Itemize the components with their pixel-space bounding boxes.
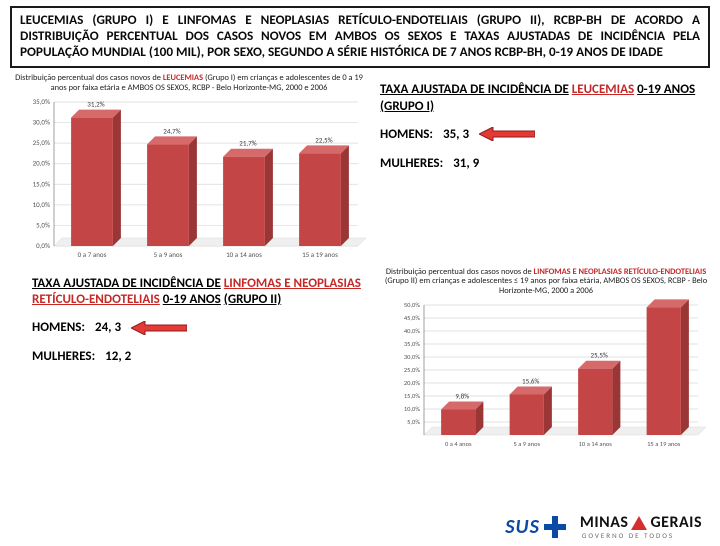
- svg-text:35,0%: 35,0%: [404, 340, 421, 348]
- chart2-container: Distribuição percentual dos casos novos …: [382, 268, 710, 453]
- top-row: Distribuição percentual dos casos novos …: [10, 72, 710, 265]
- svg-text:10 a 14 anos: 10 a 14 anos: [226, 250, 262, 259]
- info2-mulheres-value: 12, 2: [105, 349, 131, 364]
- info2-heading: TAXA AJUSTADA DE INCIDÊNCIA DE LINFOMAS …: [32, 276, 370, 309]
- info1-box: TAXA AJUSTADA DE INCIDÊNCIA DE LEUCEMIAS…: [374, 72, 710, 265]
- mg-text1: MINAS: [580, 513, 629, 532]
- info2-heading-pre: TAXA AJUSTADA DE INCIDÊNCIA DE: [32, 276, 221, 291]
- svg-text:10 a 14 anos: 10 a 14 anos: [579, 440, 613, 448]
- chart2-title: Distribuição percentual dos casos novos …: [382, 268, 710, 297]
- svg-text:15,0%: 15,0%: [33, 179, 50, 188]
- svg-text:31,2%: 31,2%: [87, 99, 104, 108]
- sus-text: SUS: [505, 515, 540, 539]
- svg-text:20,0%: 20,0%: [404, 379, 421, 387]
- chart2-title-pre: Distribuição percentual dos casos novos …: [386, 267, 532, 277]
- svg-text:20,0%: 20,0%: [33, 158, 50, 167]
- info2-heading-post: 0-19 ANOS: [163, 292, 221, 307]
- svg-text:40,0%: 40,0%: [404, 327, 421, 335]
- info2-heading-group: (GRUPO II): [224, 292, 281, 307]
- chart1-svg: 0,0% 5,0% 10,0% 15,0% 20,0% 25,0% 30,0% 35,0% 31…: [12, 96, 366, 264]
- info2-box: TAXA AJUSTADA DE INCIDÊNCIA DE LINFOMAS …: [10, 268, 376, 453]
- svg-text:15 a 19 anos: 15 a 19 anos: [302, 250, 338, 259]
- svg-text:0,0%: 0,0%: [36, 241, 50, 250]
- arrow-left-icon: [131, 321, 187, 335]
- svg-text:35,0%: 35,0%: [33, 97, 50, 106]
- info1-homens: HOMENS: 35, 3: [380, 127, 704, 142]
- chart2-svg: 5,0% 10,0% 15,0% 20,0% 25,0% 30,0% 35,0% 40,0% 4…: [382, 299, 706, 453]
- svg-text:5 a 9 anos: 5 a 9 anos: [154, 250, 183, 259]
- info1-mulheres-value: 31, 9: [453, 156, 479, 171]
- chart1-container: Distribuição percentual dos casos novos …: [10, 72, 368, 265]
- info1-heading-pre: TAXA AJUSTADA DE INCIDÊNCIA DE: [380, 82, 569, 97]
- minas-gerais-logo: MINAS GERAIS GOVERNO DE TODOS: [580, 513, 702, 540]
- header-text: LEUCEMIAS (GRUPO I) E LINFOMAS E NEOPLAS…: [20, 11, 700, 60]
- info1-heading-group: (GRUPO I): [380, 99, 434, 114]
- arrow-left-icon: [479, 127, 535, 141]
- info2-homens-label: HOMENS:: [32, 320, 85, 335]
- svg-text:15,0%: 15,0%: [404, 392, 421, 400]
- svg-text:45,0%: 45,0%: [404, 314, 421, 322]
- svg-text:22,5%: 22,5%: [315, 135, 332, 144]
- svg-text:0 a 4 anos: 0 a 4 anos: [445, 440, 472, 448]
- triangle-icon: [631, 516, 647, 530]
- chart2-title-hl: LINFOMAS E NEOPLASIAS RETÍCULO-ENDOTELIA…: [534, 267, 707, 277]
- info2-mulheres-label: MULHERES:: [32, 349, 95, 364]
- svg-text:10,0%: 10,0%: [404, 405, 421, 413]
- info1-heading-post: 0-19 ANOS: [637, 82, 695, 97]
- info2-homens: HOMENS: 24, 3: [32, 320, 370, 335]
- mg-text2: GERAIS: [650, 513, 702, 532]
- header-title-box: LEUCEMIAS (GRUPO I) E LINFOMAS E NEOPLAS…: [10, 6, 710, 68]
- svg-text:25,5%: 25,5%: [591, 350, 608, 359]
- svg-text:5,0%: 5,0%: [36, 220, 50, 229]
- svg-text:10,0%: 10,0%: [33, 199, 50, 208]
- svg-text:24,7%: 24,7%: [163, 126, 180, 135]
- footer-logos: SUS MINAS GERAIS GOVERNO DE TODOS: [505, 513, 702, 540]
- info1-homens-value: 35, 3: [443, 127, 469, 142]
- svg-text:25,0%: 25,0%: [33, 138, 50, 147]
- svg-text:21,7%: 21,7%: [239, 138, 256, 147]
- info1-heading-hl: LEUCEMIAS: [572, 82, 634, 97]
- svg-text:15,6%: 15,6%: [522, 376, 539, 385]
- bottom-row: TAXA AJUSTADA DE INCIDÊNCIA DE LINFOMAS …: [10, 268, 710, 453]
- svg-text:15 a 19 anos: 15 a 19 anos: [647, 440, 681, 448]
- info1-mulheres-label: MULHERES:: [380, 156, 443, 171]
- info1-heading: TAXA AJUSTADA DE INCIDÊNCIA DE LEUCEMIAS…: [380, 82, 704, 115]
- svg-text:25,0%: 25,0%: [404, 366, 421, 374]
- info2-mulheres: MULHERES: 12, 2: [32, 349, 370, 364]
- svg-text:9,8%: 9,8%: [455, 391, 469, 400]
- svg-text:30,0%: 30,0%: [404, 353, 421, 361]
- chart2-title-post: (Grupo II) em crianças e adolescentes ≤ …: [385, 276, 707, 296]
- mg-subtitle: GOVERNO DE TODOS: [582, 531, 674, 540]
- chart1-title-hl: LEUCEMIAS: [163, 73, 203, 83]
- chart1-title: Distribuição percentual dos casos novos …: [12, 74, 366, 93]
- sus-logo: SUS: [505, 515, 566, 539]
- chart1-title-pre: Distribuição percentual dos casos novos …: [15, 73, 161, 83]
- info2-homens-value: 24, 3: [95, 320, 121, 335]
- cross-icon: [544, 516, 566, 538]
- svg-text:5,0%: 5,0%: [407, 418, 420, 426]
- svg-text:0 a 7 anos: 0 a 7 anos: [78, 250, 107, 259]
- info1-mulheres: MULHERES: 31, 9: [380, 156, 704, 171]
- svg-text:50,0%: 50,0%: [404, 301, 421, 309]
- svg-text:5 a 9 anos: 5 a 9 anos: [513, 440, 540, 448]
- svg-text:30,0%: 30,0%: [33, 117, 50, 126]
- mg-top-row: MINAS GERAIS: [580, 513, 702, 532]
- info1-homens-label: HOMENS:: [380, 127, 433, 142]
